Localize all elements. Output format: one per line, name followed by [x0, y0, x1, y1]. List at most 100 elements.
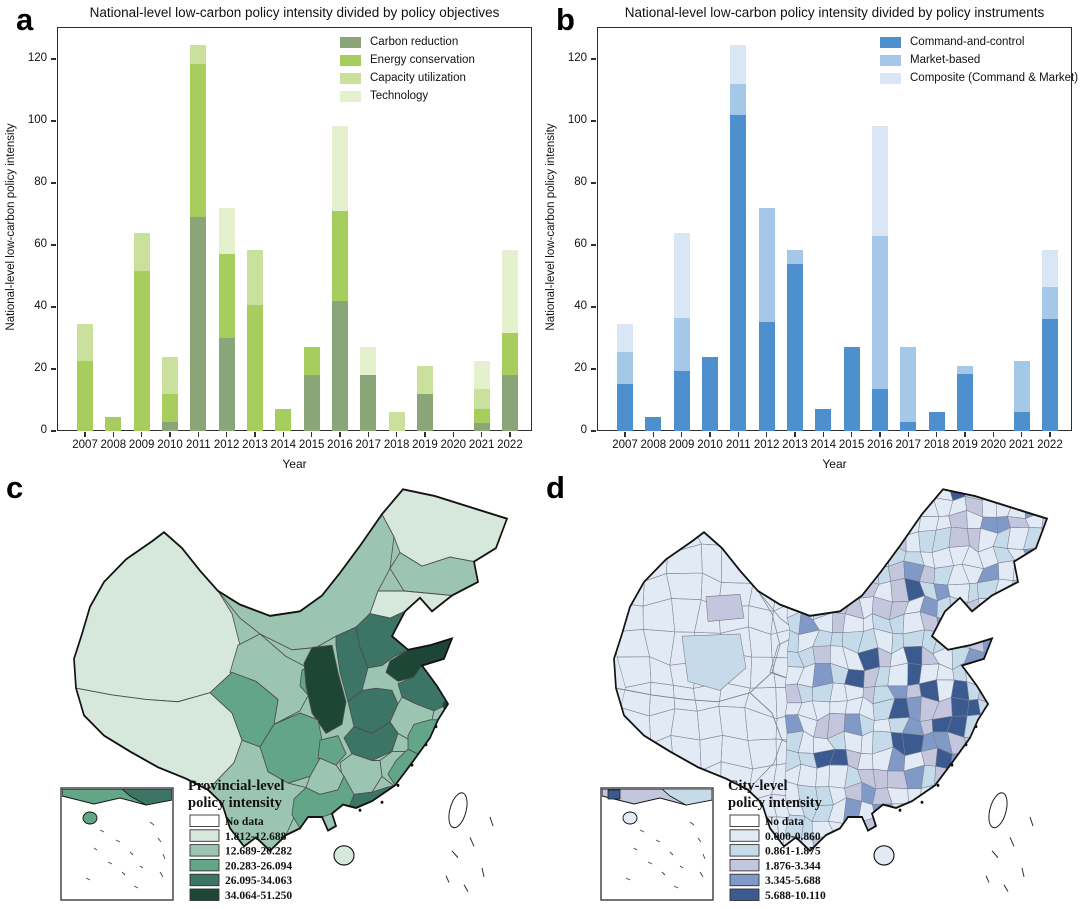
x-tick-label: 2015: [838, 439, 865, 451]
bar-segment: [730, 44, 747, 84]
map-legend-swatch: [189, 844, 220, 857]
panel-letter-d: d: [546, 470, 565, 505]
bar-segment: [1041, 319, 1058, 431]
bar-segment: [303, 375, 320, 431]
x-tick-mark: [765, 432, 768, 437]
y-tick-mark: [591, 58, 596, 60]
bar-segment: [815, 409, 832, 431]
x-tick-label: 2007: [72, 439, 98, 451]
y-tick-label: 40: [34, 299, 47, 312]
y-tick-mark: [591, 306, 596, 308]
bar-segment: [190, 217, 207, 431]
legend-swatch: [880, 36, 901, 48]
bar-segment: [673, 317, 690, 371]
y-tick-label: 0: [40, 424, 47, 436]
y-tick-label: 100: [567, 113, 587, 126]
map-legend-title-line2: policy intensity: [188, 795, 283, 811]
map-legend-swatch: [729, 888, 760, 901]
region-chongqing: [317, 735, 347, 766]
panel-letter-a: a: [16, 2, 34, 37]
x-tick-label: 2018: [923, 439, 950, 451]
x-tick-label: 2014: [810, 439, 837, 451]
south-china-sea-inset: [60, 787, 174, 901]
map-legend-item-label: 26.095-34.063: [225, 875, 292, 887]
bar-segment: [871, 235, 888, 390]
bar-segment: [871, 389, 888, 431]
bar-segment: [730, 114, 747, 431]
x-tick-label: 2020: [980, 439, 1007, 451]
legend-label: Technology: [370, 90, 429, 102]
bar-segment: [473, 423, 490, 431]
bar-segment: [360, 347, 377, 376]
x-tick-mark: [737, 432, 739, 437]
legend-label: Energy conservation: [370, 54, 475, 66]
x-tick-mark: [879, 432, 881, 437]
map-legend-item-label: 20.283-26.094: [225, 860, 292, 872]
map-legend-swatch: [189, 888, 220, 901]
map-legend-swatch: [189, 814, 220, 827]
bar-segment: [303, 347, 320, 376]
china-outline: [73, 488, 509, 853]
chart-title: National-level low-carbon policy intensi…: [624, 5, 1045, 20]
x-tick-label: 2008: [100, 439, 127, 451]
x-tick-label: 2018: [383, 439, 410, 451]
legend-row: Capacity utilization: [340, 72, 475, 84]
bar-chart-policy-objectives: National-level low-carbon policy intensi…: [0, 0, 540, 471]
y-tick-label: 120: [567, 51, 587, 64]
y-tick-mark: [591, 182, 596, 184]
panel-letter-b: b: [556, 2, 575, 37]
x-tick-mark: [310, 432, 313, 437]
bar-segment: [275, 409, 292, 431]
x-tick-label: 2009: [668, 439, 695, 451]
bar-segment: [501, 333, 518, 376]
map-legend-item-label: 34.064-51.250: [225, 890, 292, 902]
bar-segment: [331, 300, 348, 431]
bar-segment: [786, 263, 803, 431]
x-tick-mark: [225, 432, 228, 437]
y-tick-label: 20: [574, 361, 587, 374]
plot-area: [57, 27, 532, 431]
legend-label: Composite (Command & Market): [910, 72, 1079, 84]
bar-segment: [1041, 249, 1058, 287]
x-tick-label: 2008: [640, 439, 667, 451]
x-tick-mark: [850, 432, 853, 437]
y-axis-title: National-level low-carbon policy intensi…: [5, 123, 17, 331]
y-tick-label: 100: [27, 113, 47, 126]
x-tick-label: 2017: [895, 439, 922, 451]
x-tick-label: 2021: [468, 439, 495, 451]
y-tick-mark: [51, 244, 56, 246]
x-tick-mark: [709, 432, 711, 437]
y-tick-mark: [51, 306, 56, 308]
bar-segment: [416, 393, 433, 431]
y-tick-label: 60: [574, 237, 587, 250]
y-tick-label: 120: [27, 51, 47, 64]
map-legend-swatch: [729, 873, 760, 887]
bar-segment: [246, 249, 263, 306]
x-tick-mark: [140, 432, 143, 437]
x-tick-label: 2022: [497, 439, 523, 451]
x-tick-label: 2011: [725, 439, 751, 451]
bar-segment: [786, 249, 803, 264]
y-tick-mark: [591, 244, 596, 246]
x-tick-label: 2009: [128, 439, 155, 451]
x-tick-label: 2010: [697, 439, 723, 451]
bar-segment: [161, 356, 178, 394]
bar-segment: [956, 365, 973, 374]
legend-swatch: [880, 72, 901, 84]
legend-label: Capacity utilization: [370, 72, 466, 84]
x-tick-mark: [1020, 432, 1023, 437]
x-tick-label: 2021: [1008, 439, 1035, 451]
x-tick-label: 2017: [355, 439, 382, 451]
x-tick-mark: [452, 432, 454, 437]
map-legend-swatch: [189, 829, 220, 842]
legend-row: Energy conservation: [340, 54, 475, 66]
bar-segment: [673, 370, 690, 431]
bar-segment: [218, 254, 235, 338]
x-tick-mark: [480, 432, 483, 437]
bar-segment: [218, 207, 235, 255]
x-tick-mark: [367, 432, 369, 437]
x-tick-label: 2007: [612, 439, 638, 451]
plot-area: [597, 27, 1072, 431]
